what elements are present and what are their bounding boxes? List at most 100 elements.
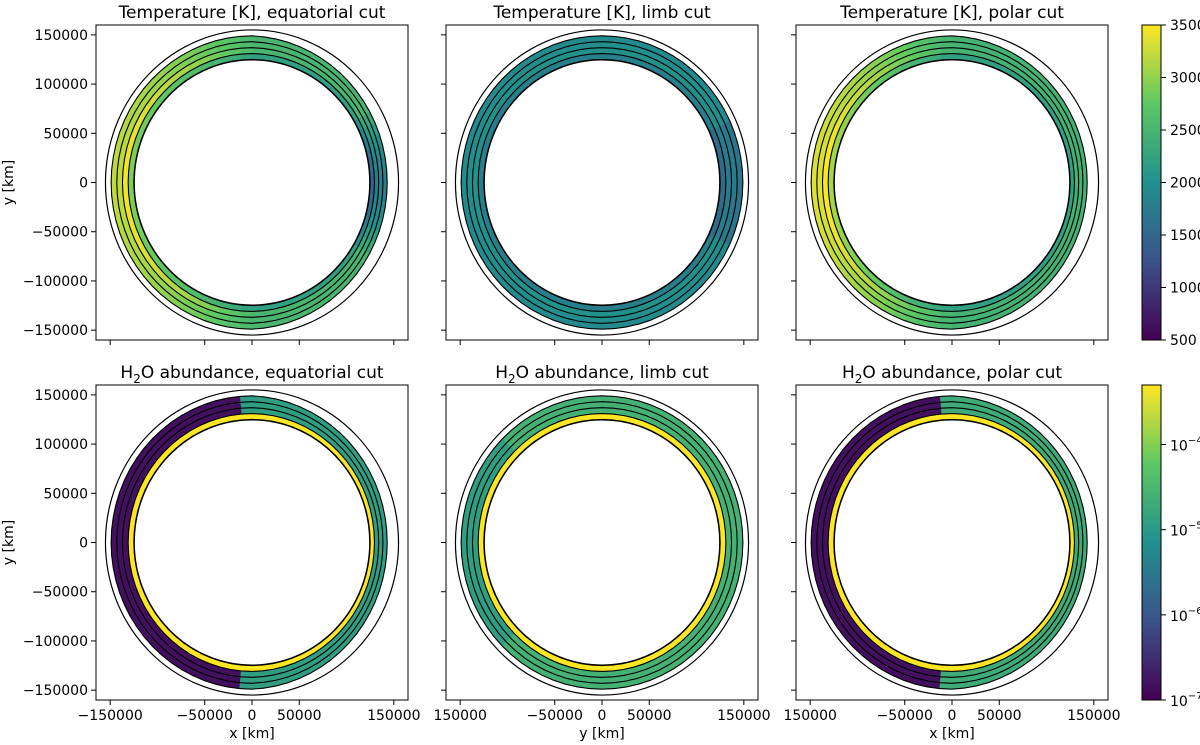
colorbar-tick-label: 3500	[1170, 18, 1200, 34]
layer-boundary	[110, 35, 388, 330]
x-tick-label: 150000	[433, 708, 486, 724]
colorbar-frame	[1141, 384, 1162, 701]
planet-disk	[483, 59, 721, 306]
planet-disk	[483, 419, 721, 666]
reference-circle	[454, 29, 750, 336]
layer-boundary	[821, 47, 1080, 318]
y-tick-label: −150000	[23, 323, 88, 339]
layer-boundary	[810, 395, 1088, 690]
x-tick-label: −50000	[527, 708, 583, 724]
x-tick-label: 150000	[367, 708, 420, 724]
x-axis-label: x [km]	[229, 726, 274, 742]
layer-boundary	[827, 412, 1075, 673]
colorbar-gradient	[1142, 25, 1161, 340]
layer-boundary	[127, 52, 375, 313]
x-axis-label: x [km]	[929, 726, 974, 742]
x-tick-label: 150000	[717, 708, 770, 724]
layer-boundary	[471, 47, 733, 318]
y-tick-label: −150000	[23, 683, 88, 699]
abundance-colorbar: 10−7 10−6 10−5 10−4	[1141, 384, 1200, 710]
planet-disk	[133, 59, 371, 306]
planet-disk	[833, 59, 1071, 306]
x-tick-label: −50000	[177, 708, 233, 724]
reference-circle	[104, 389, 400, 696]
plot-content	[104, 389, 400, 696]
x-tick-label: 50000	[977, 708, 1022, 724]
colorbar-tick-label: 3000	[1170, 71, 1200, 87]
layer-boundary	[816, 41, 1084, 324]
reference-circle	[454, 389, 750, 696]
layer-boundary	[477, 52, 727, 313]
layer-boundary	[466, 41, 738, 324]
colorbar-tick-label: 1500	[1170, 228, 1200, 244]
y-tick-label: −50000	[32, 585, 88, 601]
y-tick-label: 150000	[35, 28, 88, 44]
y-axis-label: y [km]	[1, 160, 17, 205]
layer-boundary	[471, 407, 733, 678]
x-tick-label: 50000	[627, 708, 672, 724]
plot-content	[104, 29, 400, 336]
layer-boundary	[460, 35, 744, 330]
y-axis-label: y [km]	[1, 520, 17, 565]
colorbar-gradient	[1142, 385, 1161, 700]
colorbar-tick-label: 500	[1170, 333, 1197, 349]
panel-title: Temperature [K], polar cut	[839, 3, 1064, 23]
reference-circle	[104, 29, 400, 336]
panel-2: Temperature [K], limb cut	[441, 3, 759, 345]
x-tick-label: −50000	[877, 708, 933, 724]
y-tick-label: −100000	[23, 634, 88, 650]
layer-boundary	[821, 407, 1080, 678]
layer-boundary	[810, 35, 1088, 330]
x-tick-label: −150000	[78, 708, 143, 724]
layer-boundary	[110, 395, 388, 690]
y-tick-label: 100000	[35, 437, 88, 453]
colorbar-tick-label: 10−4	[1170, 436, 1200, 455]
layer-boundary	[121, 407, 380, 678]
y-tick-label: −50000	[32, 225, 88, 241]
temperature-colorbar: 500 1000 1500 2000 2500 3000 3500	[1141, 18, 1200, 349]
layer-boundary	[827, 52, 1075, 313]
y-tick-label: 0	[79, 536, 88, 552]
x-tick-label: 0	[948, 708, 957, 724]
y-tick-label: 150000	[35, 388, 88, 404]
y-tick-label: −100000	[23, 274, 88, 290]
colorbar-tick-label: 10−7	[1170, 691, 1200, 710]
panel-title: Temperature [K], equatorial cut	[118, 3, 386, 23]
layer-boundary	[477, 412, 727, 673]
plot-content	[454, 29, 750, 336]
x-tick-label: 50000	[277, 708, 322, 724]
panel-title: H2O abundance, limb cut	[495, 363, 709, 386]
panel-3: Temperature [K], polar cut	[791, 3, 1109, 345]
reference-circle	[804, 389, 1100, 696]
reference-circle	[804, 29, 1100, 336]
layer-boundary	[816, 401, 1084, 684]
plot-content	[454, 389, 750, 696]
planet-disk	[833, 419, 1071, 666]
layer-boundary	[116, 401, 384, 684]
panel-4: −150000 −50000 0 50000 150000 −150000 −100000 −…	[1, 363, 421, 742]
layer-boundary	[460, 395, 744, 690]
layer-boundary	[127, 412, 375, 673]
planet-disk	[133, 419, 371, 666]
layer-boundary	[116, 41, 384, 324]
x-axis-label: y [km]	[579, 726, 624, 742]
colorbar-tick-label: 2000	[1170, 176, 1200, 192]
panel-6: 150000 −50000 0 50000 150000 H2O abundance, p…	[783, 363, 1120, 742]
colorbar-tick-label: 2500	[1170, 123, 1200, 139]
panel-title: H2O abundance, polar cut	[842, 363, 1062, 386]
plot-content	[804, 29, 1100, 336]
y-tick-label: 50000	[43, 126, 88, 142]
x-tick-label: 0	[598, 708, 607, 724]
layer-boundary	[121, 47, 380, 318]
y-tick-label: 0	[79, 176, 88, 192]
colorbar-tick-label: 10−5	[1170, 521, 1200, 540]
y-tick-label: 50000	[43, 486, 88, 502]
colorbar-tick-label: 10−6	[1170, 606, 1200, 625]
panel-title: Temperature [K], limb cut	[492, 3, 711, 23]
panel-1: −150000 −100000 −50000 0 50000 100000 150000 Te…	[1, 3, 409, 345]
y-tick-label: 100000	[35, 77, 88, 93]
colorbar-tick-label: 1000	[1170, 281, 1200, 297]
layer-boundary	[466, 401, 738, 684]
x-tick-label: 150000	[1067, 708, 1120, 724]
